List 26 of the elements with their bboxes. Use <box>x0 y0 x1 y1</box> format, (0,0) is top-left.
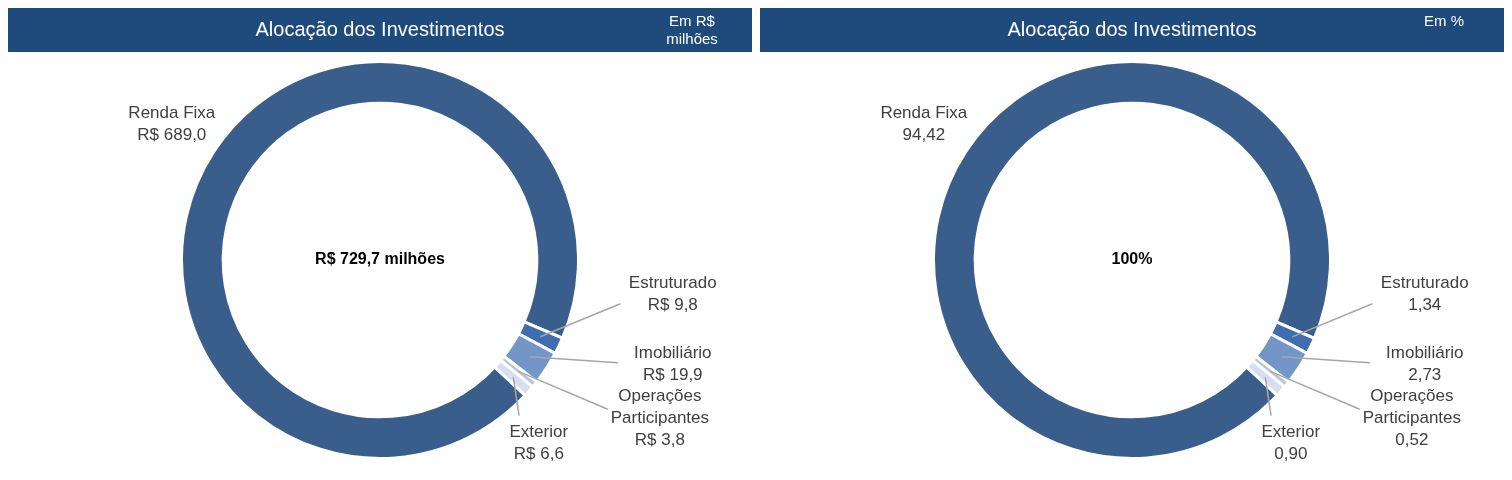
slice-label: Operações Participantes <box>610 386 710 428</box>
slice-label: Renda Fixa <box>128 102 216 122</box>
data-label: R$ 689,0 <box>137 124 207 144</box>
text: 100% <box>1111 250 1153 268</box>
data-label: 94,42 <box>902 124 946 144</box>
data-label: R$ 9,8 <box>647 295 698 315</box>
data-label: 0,90 <box>1274 444 1308 464</box>
chart-subtitle: Em R$ milhões <box>665 12 719 48</box>
slice-label: Renda Fixa <box>880 102 968 122</box>
slice-label: Exterior <box>1261 422 1321 442</box>
slice-label: Estruturado <box>1380 273 1469 293</box>
slice-label: Imobiliário <box>1386 342 1464 362</box>
data-label: R$ 3,8 <box>634 430 685 450</box>
slice-label: Operações Participantes <box>1362 386 1462 428</box>
data-label: R$ 19,9 <box>643 364 703 384</box>
slice-label: Imobiliário <box>634 342 712 362</box>
data-label: R$ 6,6 <box>513 444 564 464</box>
data-label: 2,73 <box>1408 364 1442 384</box>
slice-label: Exterior <box>509 422 569 442</box>
chart-title: Alocação dos Investimentos <box>1007 18 1257 40</box>
text: R$ 729,7 milhões <box>315 250 446 268</box>
slice-label: Estruturado <box>628 273 717 293</box>
data-label: 1,34 <box>1408 295 1442 315</box>
chart-subtitle: Em % <box>1423 12 1465 30</box>
chart-title: Alocação dos Investimentos <box>255 18 505 40</box>
data-label: 0,52 <box>1395 430 1429 450</box>
